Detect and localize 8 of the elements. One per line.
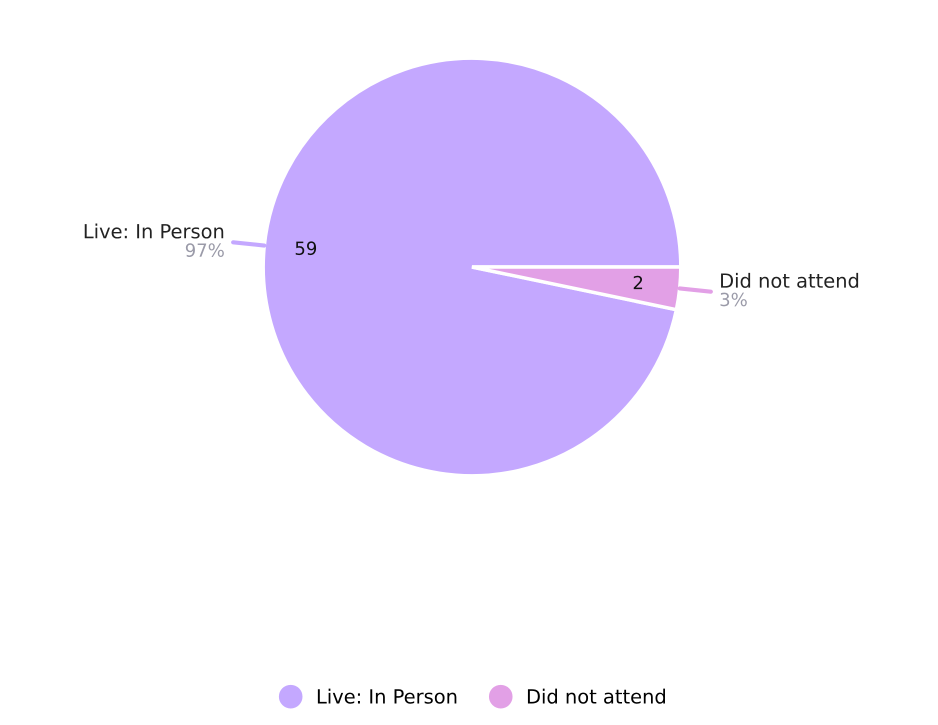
data-label: 2: [634, 276, 642, 290]
slice-label: Live: In Person: [84, 224, 224, 239]
slice-label: Did not attend: [721, 272, 858, 288]
legend-label: Did not attend: [528, 688, 665, 704]
text: 97%: [186, 243, 224, 257]
data-label: 59: [296, 241, 316, 256]
text: 3%: [720, 292, 747, 306]
legend-label: Live: In Person: [318, 688, 456, 704]
